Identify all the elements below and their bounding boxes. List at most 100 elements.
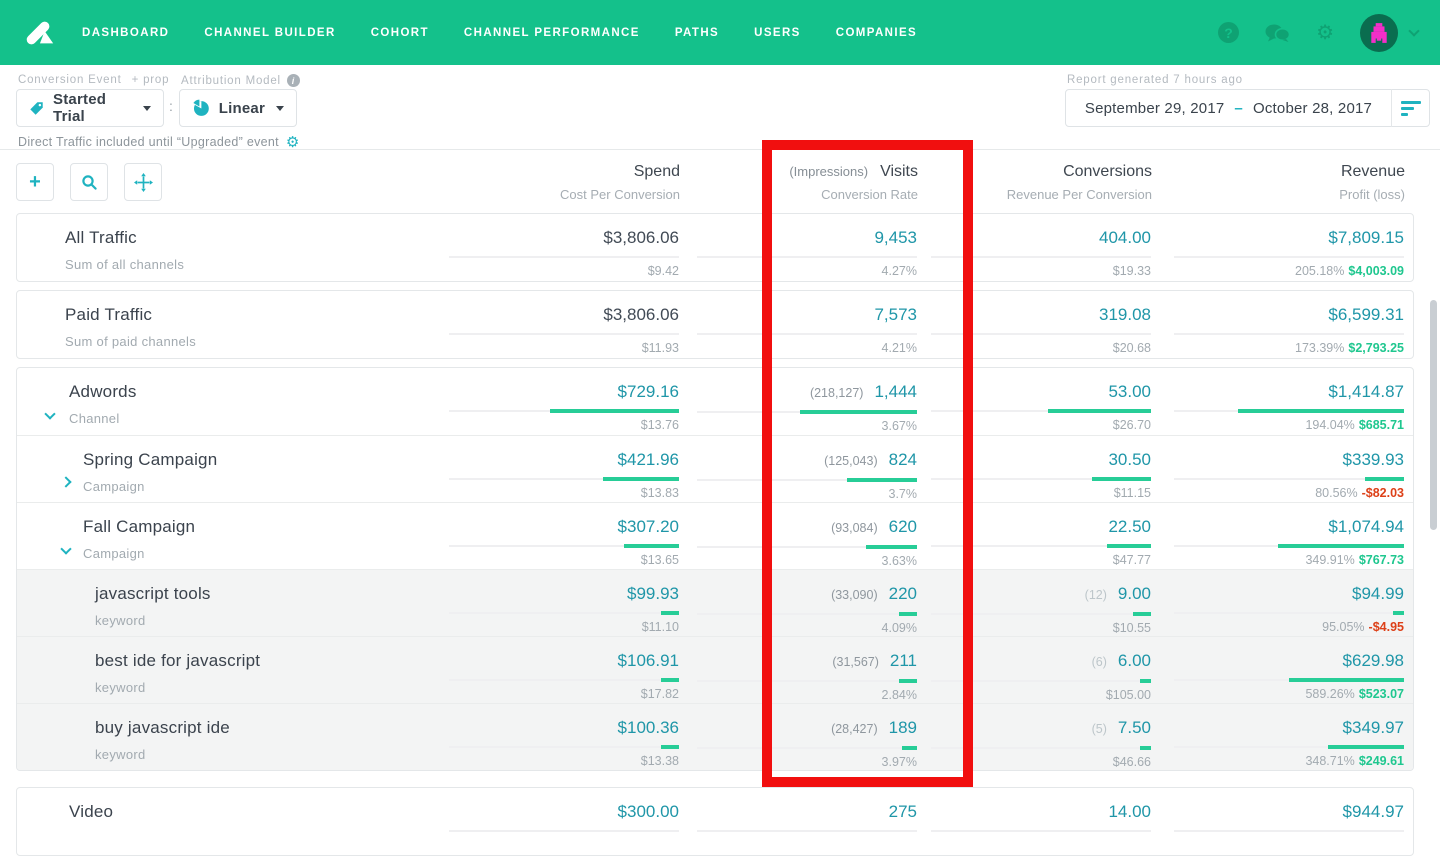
header-visits-title: (Impressions) Visits (789, 163, 918, 180)
row-label: Adwords Channel (17, 380, 449, 426)
scrollbar-thumb[interactable] (1430, 300, 1437, 530)
cell-sub-value: 2.84% (881, 688, 917, 702)
cell-bar-track (449, 830, 679, 832)
table-row[interactable]: Adwords Channel $729.16 $13.76 (218,127) 1,44… (17, 368, 1413, 435)
add-prop-link[interactable]: + prop (131, 74, 170, 86)
row-subtitle: Channel (69, 411, 120, 426)
cell-bar-track (449, 256, 679, 258)
cell-bar-track (449, 745, 679, 749)
conversion-event-dropdown[interactable]: Started Trial (16, 89, 164, 127)
cell-main-value: $7,809.15 (1328, 228, 1404, 247)
header-conversions[interactable]: Conversions Revenue Per Conversion (932, 163, 1152, 202)
profit-amount: $685.71 (1358, 418, 1404, 432)
cell-spend: $3,806.06 $9.42 (449, 226, 679, 278)
cell-main-value: (218,127) 1,444 (809, 382, 917, 401)
cell-revenue: $94.99 95.05% -$4.95 (1174, 582, 1404, 634)
cell-bar (1140, 746, 1151, 750)
cell-bar (1091, 477, 1151, 481)
nav-item-channel-builder[interactable]: CHANNEL BUILDER (204, 26, 336, 39)
nav-item-channel-performance[interactable]: CHANNEL PERFORMANCE (463, 26, 640, 39)
row-subtitle: Sum of all channels (65, 257, 185, 272)
add-button[interactable]: + (16, 163, 54, 201)
cell-revenue: $7,809.15 205.18% $4,003.09 (1174, 226, 1404, 278)
cell-revenue: $6,599.31 173.39% $2,793.25 (1174, 303, 1404, 355)
cell-bar-track (1174, 544, 1404, 548)
row-cells: $3,806.06 $9.42 9,453 4.27% 404.00 $19.33 $7,8… (449, 226, 1404, 278)
cell-visits: (93,084) 620 3.63% (697, 515, 917, 568)
table-row: best ide for javascript keyword $106.91 $17… (17, 636, 1413, 703)
cell-bar-track (449, 678, 679, 682)
cell-conversions: 22.50 $47.77 (931, 515, 1151, 567)
avatar[interactable] (1360, 13, 1398, 52)
row-title: buy javascript ide (95, 718, 230, 737)
cell-visits: 275 (697, 800, 917, 838)
cell-bar (1133, 612, 1151, 616)
cell-sub-value: 348.71% $249.61 (1174, 754, 1404, 768)
cell-bar-track (697, 256, 917, 258)
cell-sub-value: 3.97% (881, 755, 917, 769)
info-icon[interactable]: i (286, 74, 300, 87)
header-visits[interactable]: (Impressions) Visits Conversion Rate (698, 163, 918, 202)
cell-main-value: $106.91 (617, 651, 679, 670)
nav-item-companies[interactable]: COMPANIES (835, 26, 918, 39)
note-gear-icon[interactable]: ⚙ (285, 134, 300, 151)
row-title: Fall Campaign (83, 517, 196, 536)
row-label: Video (17, 800, 449, 831)
nav-item-users[interactable]: USERS (754, 26, 801, 39)
cell-sub-value: $9.42 (647, 264, 679, 278)
cell-bar (1140, 679, 1151, 683)
nav-item-paths[interactable]: PATHS (674, 26, 720, 39)
header-conversions-sub: Revenue Per Conversion (1006, 187, 1152, 202)
chat-icon[interactable] (1265, 24, 1291, 42)
cell-main-value: $944.97 (1342, 802, 1404, 821)
help-icon[interactable]: ? (1218, 22, 1240, 43)
cell-bar-track (931, 256, 1151, 258)
date-options-icon[interactable] (1392, 100, 1429, 116)
cell-sub-value: $13.65 (640, 553, 679, 567)
cell-bar (1238, 409, 1404, 413)
cell-sub-value: $10.55 (1112, 621, 1151, 635)
table-row[interactable]: Fall Campaign Campaign $307.20 $13.65 (93,08… (17, 502, 1413, 569)
search-button[interactable] (70, 163, 108, 201)
cell-bar-track (931, 830, 1151, 832)
avatar-pixel-art (1371, 22, 1387, 43)
cell-visits: (125,043) 824 3.7% (697, 448, 917, 501)
cell-spend: $106.91 $17.82 (449, 649, 679, 701)
chevron-down-icon[interactable] (60, 543, 72, 555)
row-label: Paid Traffic Sum of paid channels (17, 303, 449, 349)
pie-chart-icon (193, 99, 209, 116)
row-label: buy javascript ide keyword (17, 716, 449, 762)
chevron-down-icon[interactable] (44, 408, 56, 420)
cell-spend: $300.00 (449, 800, 679, 838)
cell-bar-track (1174, 256, 1404, 258)
app-logo-icon[interactable] (22, 16, 56, 50)
cell-revenue: $339.93 80.56% -$82.03 (1174, 448, 1404, 500)
cell-conversions: (6) 6.00 $105.00 (931, 649, 1151, 702)
table-row[interactable]: Spring Campaign Campaign $421.96 $13.83 (125… (17, 435, 1413, 502)
chevron-right-icon[interactable] (60, 476, 72, 488)
nav-item-cohort[interactable]: COHORT (370, 26, 429, 39)
date-start: September 29, 2017 (1084, 99, 1225, 117)
cell-main-value: 14.00 (1108, 802, 1151, 821)
cell-conversions: 319.08 $20.68 (931, 303, 1151, 355)
cell-prefix-value: (93,084) (831, 521, 878, 535)
header-spend[interactable]: Spend Cost Per Conversion (450, 163, 680, 202)
cell-main-value: $3,806.06 (603, 228, 679, 247)
attribution-model-dropdown[interactable]: Linear (179, 89, 297, 127)
cell-bar-track (931, 477, 1151, 481)
nav-item-dashboard[interactable]: DASHBOARD (82, 26, 170, 39)
cell-main-value: $339.93 (1342, 450, 1404, 469)
move-button[interactable] (124, 163, 162, 201)
date-range-picker[interactable]: September 29, 2017 – October 28, 2017 (1065, 89, 1430, 127)
settings-gear-icon[interactable]: ⚙ (1316, 21, 1334, 44)
header-revenue[interactable]: Revenue Profit (loss) (1175, 163, 1405, 202)
row-subtitle: keyword (95, 613, 146, 628)
profit-percent: 589.26% (1305, 687, 1355, 701)
table-row: javascript tools keyword $99.93 $11.10 (33,0… (17, 569, 1413, 636)
cell-bar-track (697, 746, 917, 750)
cell-sub-value: $47.77 (1112, 553, 1151, 567)
cell-sub-value: $17.82 (640, 687, 679, 701)
cell-main-value: (93,084) 620 (831, 517, 917, 536)
cell-bar-track (697, 830, 917, 832)
account-chevron-down-icon[interactable] (1408, 24, 1420, 37)
